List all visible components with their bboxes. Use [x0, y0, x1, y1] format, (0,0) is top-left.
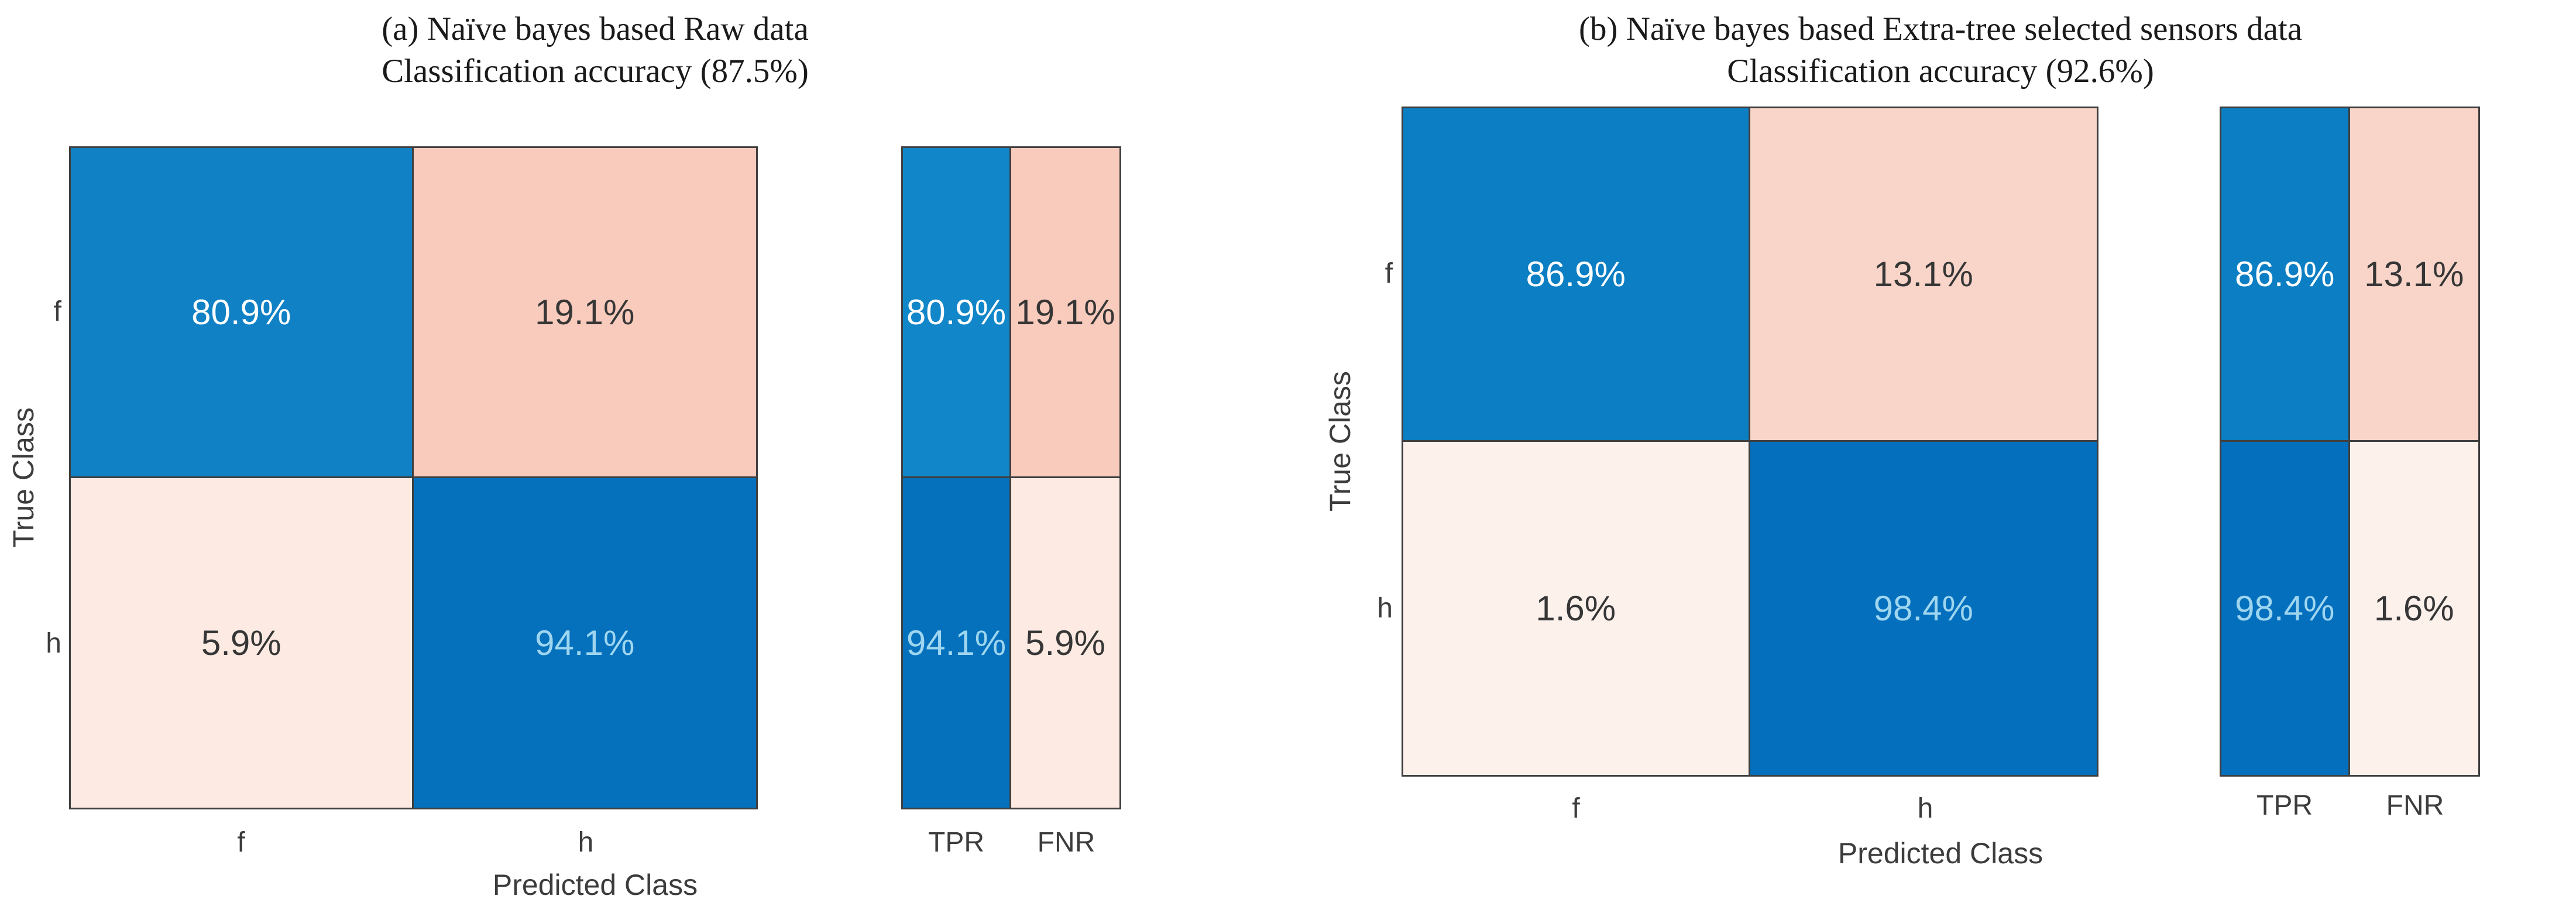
chart-a-title-line1: (a) Naïve bayes based Raw data: [382, 11, 809, 47]
chart-a-column-summary: 80.9% 19.1% 94.1% 5.9%: [901, 146, 1121, 809]
chart-b-summary-label-tpr: TPR: [2256, 790, 2313, 821]
chart-b-xtick-f: f: [1572, 793, 1580, 824]
chart-a-summary-fnr-f: 19.1%: [1011, 148, 1119, 478]
chart-a-xlabel: Predicted Class: [492, 869, 698, 901]
chart-a-cell-true-f-pred-f: 80.9%: [71, 148, 414, 478]
chart-a-xtick-f: f: [237, 827, 245, 858]
chart-a-xtick-h: h: [578, 827, 594, 858]
chart-b-cell-true-f-pred-h: 13.1%: [1750, 108, 2097, 442]
chart-a-title: (a) Naïve bayes based Raw data Classific…: [69, 8, 1121, 92]
chart-b-summary-fnr-f: 13.1%: [2350, 108, 2478, 442]
chart-b-title-line2: Classification accuracy (92.6%): [1727, 53, 2154, 90]
chart-b-column-summary: 86.9% 13.1% 98.4% 1.6%: [2220, 107, 2480, 777]
chart-a-title-line2: Classification accuracy (87.5%): [382, 53, 809, 90]
chart-b-xlabel: Predicted Class: [1837, 837, 2043, 870]
chart-b-ylabel: True Class: [1324, 371, 1356, 512]
chart-a-summary-label-fnr: FNR: [1037, 827, 1095, 858]
chart-b-cell-true-f-pred-f: 86.9%: [1403, 108, 1750, 442]
chart-b-ytick-f: f: [1385, 258, 1393, 289]
chart-b-summary-tpr-h: 98.4%: [2221, 441, 2350, 775]
chart-a-ylabel: True Class: [7, 407, 40, 548]
chart-b-summary-label-fnr: FNR: [2386, 790, 2444, 821]
chart-a-ytick-f: f: [53, 296, 61, 327]
chart-b-confusion-matrix: 86.9% 13.1% 1.6% 98.4%: [1402, 107, 2098, 777]
chart-a-summary-tpr-h: 94.1%: [903, 478, 1011, 808]
chart-b-cell-true-h-pred-h: 98.4%: [1750, 441, 2097, 775]
chart-a-cell-true-h-pred-f: 5.9%: [71, 478, 414, 808]
chart-b-ytick-h: h: [1377, 593, 1393, 624]
chart-a-confusion-matrix: 80.9% 19.1% 5.9% 94.1%: [69, 146, 758, 809]
chart-a-cell-true-f-pred-h: 19.1%: [413, 148, 756, 478]
chart-a-ytick-h: h: [46, 628, 61, 659]
chart-a-summary-label-tpr: TPR: [928, 827, 984, 858]
chart-b-xtick-h: h: [1917, 793, 1933, 824]
chart-b-summary-fnr-h: 1.6%: [2350, 441, 2478, 775]
chart-b-title: (b) Naïve bayes based Extra-tree selecte…: [1402, 8, 2479, 92]
chart-b-cell-true-h-pred-f: 1.6%: [1403, 441, 1750, 775]
chart-a-summary-tpr-f: 80.9%: [903, 148, 1011, 478]
chart-a-cell-true-h-pred-h: 94.1%: [413, 478, 756, 808]
chart-a-summary-fnr-h: 5.9%: [1011, 478, 1119, 808]
chart-b-title-line1: (b) Naïve bayes based Extra-tree selecte…: [1578, 11, 2303, 47]
chart-b-summary-tpr-f: 86.9%: [2221, 108, 2350, 442]
